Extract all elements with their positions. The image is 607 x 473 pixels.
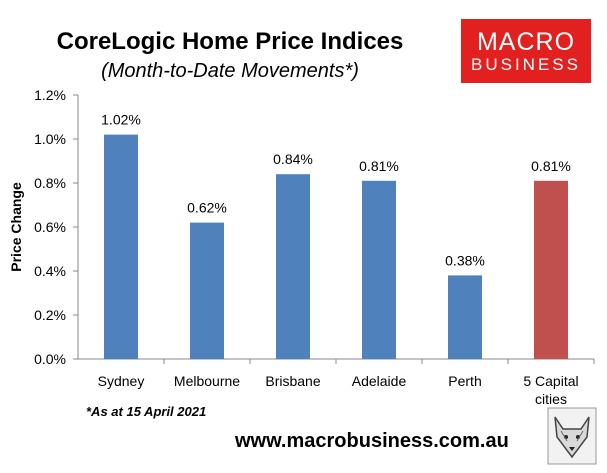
website-url: www.macrobusiness.com.au <box>235 430 509 452</box>
data-label: 0.38% <box>445 252 485 268</box>
x-tick-label: Sydney <box>98 373 145 389</box>
x-tick-label: 5 Capital <box>523 373 578 389</box>
y-axis-title: Price Change <box>8 182 24 272</box>
y-tick-label: 1.0% <box>34 131 66 147</box>
y-tick-label: 0.8% <box>34 175 66 191</box>
bar <box>276 174 310 359</box>
bar <box>104 134 138 359</box>
footnote: *As at 15 April 2021 <box>86 404 207 419</box>
y-tick-label: 1.2% <box>34 87 66 103</box>
logo-line-macro: MACRO <box>476 28 576 56</box>
y-tick-label: 0.6% <box>34 219 66 235</box>
chart-title: CoreLogic Home Price Indices <box>56 28 404 55</box>
data-label: 0.84% <box>273 151 313 167</box>
bar <box>362 180 396 359</box>
bar <box>448 275 482 359</box>
x-tick-label: Brisbane <box>265 373 320 389</box>
x-tick-label: Perth <box>448 373 481 389</box>
macrobusiness-logo: MACRO BUSINESS <box>461 19 591 83</box>
data-label: 0.81% <box>359 158 399 174</box>
y-tick-label: 0.0% <box>34 351 66 367</box>
data-label: 0.62% <box>187 200 227 216</box>
x-tick-label: Melbourne <box>174 373 240 389</box>
logo-line-business: BUSINESS <box>471 55 581 74</box>
x-tick-label: cities <box>535 391 567 407</box>
fox-mascot-icon <box>547 407 597 465</box>
data-label: 1.02% <box>101 112 141 128</box>
data-label: 0.81% <box>531 158 571 174</box>
bar <box>534 180 568 359</box>
y-tick-label: 0.4% <box>34 263 66 279</box>
x-tick-label: Adelaide <box>352 373 407 389</box>
bar <box>190 222 224 359</box>
chart-subtitle: (Month-to-Date Movements*) <box>101 60 359 82</box>
y-tick-label: 0.2% <box>34 307 66 323</box>
